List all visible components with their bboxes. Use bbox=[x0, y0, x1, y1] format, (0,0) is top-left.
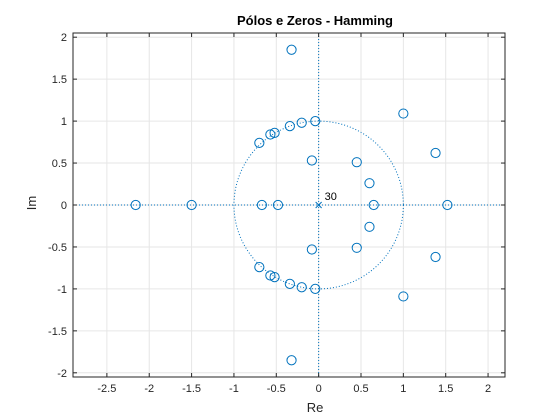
zero-marker bbox=[364, 178, 375, 189]
zero-marker bbox=[351, 242, 362, 253]
x-tick-label: -0.5 bbox=[267, 383, 286, 395]
zero-marker bbox=[351, 157, 362, 168]
x-tick-label: 2 bbox=[485, 383, 491, 395]
zero-marker bbox=[368, 199, 379, 211]
tick-marks bbox=[73, 33, 505, 377]
y-tick-label: 0.5 bbox=[52, 158, 67, 170]
x-tick-label: 0 bbox=[316, 383, 322, 395]
zero-marker bbox=[306, 155, 317, 166]
x-tick-labels: -2.5 -2 -1.5 -1 -0.5 0 0.5 1 1.5 2 bbox=[97, 383, 491, 395]
pole-multiplicity-label: 30 bbox=[325, 191, 337, 203]
y-tick-labels: -2 -1.5 -1 -0.5 0 0.5 1 1.5 2 bbox=[48, 32, 67, 380]
x-tick-label: -1.5 bbox=[182, 383, 201, 395]
x-tick-label: 0.5 bbox=[353, 383, 368, 395]
zero-marker bbox=[254, 137, 265, 149]
y-tick-label: 0 bbox=[61, 200, 67, 212]
zero-marker bbox=[310, 115, 321, 127]
zero-marker bbox=[306, 244, 317, 255]
zero-marker bbox=[284, 278, 295, 289]
y-tick-label: -1 bbox=[57, 284, 67, 296]
zero-marker bbox=[265, 129, 276, 140]
zero-marker bbox=[296, 282, 307, 293]
zero-marker bbox=[269, 272, 280, 283]
y-axis-label: Im bbox=[24, 196, 39, 210]
x-tick-label: 1.5 bbox=[438, 383, 453, 395]
zero-marker bbox=[398, 291, 409, 302]
y-tick-label: 1 bbox=[61, 116, 67, 128]
zero-marker bbox=[272, 199, 284, 211]
zero-marker bbox=[130, 199, 141, 211]
x-tick-label: -2.5 bbox=[97, 383, 116, 395]
pole-marker bbox=[315, 201, 323, 209]
zero-marker bbox=[442, 199, 453, 211]
x-axis-label: Re bbox=[307, 400, 324, 415]
x-tick-label: -1 bbox=[229, 383, 239, 395]
y-tick-label: 2 bbox=[61, 32, 67, 44]
zero-marker bbox=[398, 108, 409, 119]
chart-title: Pólos e Zeros - Hamming bbox=[237, 13, 393, 28]
zero-marker bbox=[269, 127, 280, 138]
zero-marker bbox=[186, 199, 197, 211]
x-tick-label: -2 bbox=[144, 383, 154, 395]
zero-marker bbox=[284, 121, 295, 132]
zero-marker bbox=[430, 251, 441, 263]
zero-marker bbox=[310, 283, 321, 295]
y-tick-label: -1.5 bbox=[48, 326, 67, 338]
data-marks: 30 bbox=[130, 44, 453, 366]
y-tick-label: -0.5 bbox=[48, 242, 67, 254]
y-tick-label: -2 bbox=[57, 368, 67, 380]
zero-marker bbox=[296, 117, 307, 128]
zero-marker bbox=[256, 199, 267, 211]
zero-marker bbox=[286, 44, 297, 55]
unit-circle bbox=[233, 120, 404, 290]
y-tick-label: 1.5 bbox=[52, 74, 67, 86]
x-tick-label: 1 bbox=[400, 383, 406, 395]
zero-marker bbox=[430, 147, 441, 159]
zero-marker bbox=[286, 355, 297, 366]
zero-marker bbox=[364, 221, 375, 232]
zero-marker bbox=[254, 261, 265, 273]
zero-marker bbox=[265, 270, 276, 281]
